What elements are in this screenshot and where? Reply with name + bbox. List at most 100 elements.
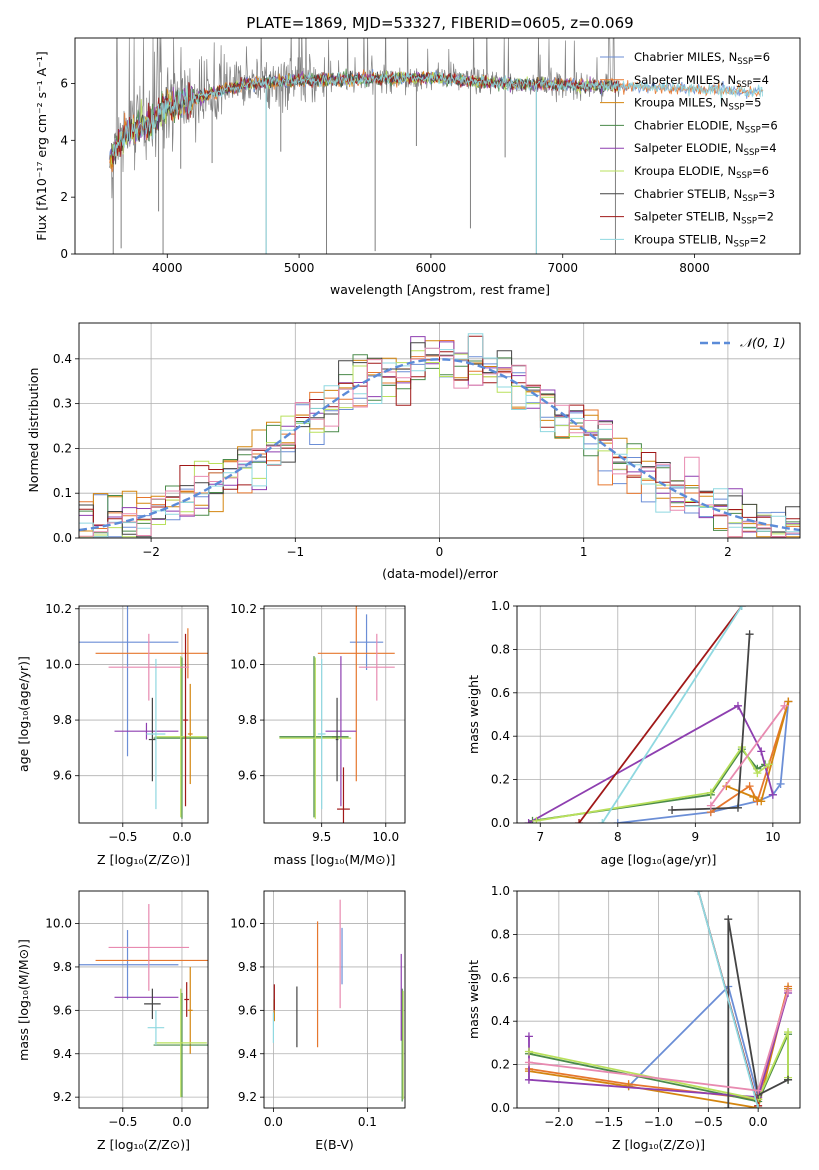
y-tick-label: 0.8: [491, 642, 510, 656]
axes-spectrum: 4000 5000 6000 7000 8000 0 2 4 6 wavelength [Angs…: [34, 37, 801, 297]
axes-weight_vs_age: 7 8 9 10 0.0 0.2 0.4 0.6 0.8 1.0 age [log₁₀(age/yr…: [466, 599, 801, 867]
legend-label: Chabrier ELODIE, N: [634, 118, 745, 132]
weight-marker: [524, 819, 533, 823]
x-tick-label: 0.1: [358, 1115, 377, 1129]
weight-series-line: [532, 747, 766, 822]
legend-tail: =2: [757, 210, 774, 224]
plot-area: [264, 606, 405, 823]
x-tick-label: 2: [724, 545, 732, 559]
y-tick-label: 9.6: [53, 1003, 72, 1017]
x-axis-label: Z [log₁₀(Z/Z⊙)]: [97, 1137, 190, 1152]
axes-residuals: −2 −1 0 1 2 0.0 0.1 0.2 0.3 0.4 𝒩(0, 1) (data-model…: [26, 322, 801, 581]
weight-marker: [745, 782, 754, 791]
legend-entry: Salpeter MILES, NSSP=4: [634, 73, 769, 90]
weight-marker: [757, 797, 766, 806]
x-tick-label: 7: [536, 830, 544, 844]
x-tick-label: 4000: [152, 261, 183, 275]
axes-frame: [516, 890, 801, 1109]
axes-frame: [78, 605, 209, 824]
weight-marker: [706, 801, 715, 810]
legend-label: Salpeter STELIB, N: [634, 210, 741, 224]
weight-series-line: [528, 992, 789, 1099]
y-tick-label: 10.0: [230, 657, 257, 671]
weight-marker: [575, 819, 584, 823]
x-tick-label: 0.0: [749, 1115, 768, 1129]
y-tick-label: 0: [60, 247, 68, 261]
legend-entry: Chabrier ELODIE, NSSP=6: [634, 118, 778, 135]
y-tick-label: 9.8: [238, 713, 257, 727]
y-tick-label: 9.4: [53, 1047, 72, 1061]
y-tick-label: 9.2: [238, 1090, 257, 1104]
legend-tail: =4: [760, 141, 777, 155]
x-tick-label: 8: [614, 830, 622, 844]
weight-marker: [749, 792, 758, 801]
x-axis-label: E(B-V): [315, 1137, 354, 1152]
figure-title: PLATE=1869, MJD=53327, FIBERID=0605, z=0…: [246, 14, 633, 32]
x-tick-label: 7000: [547, 261, 578, 275]
weight-marker: [524, 1047, 533, 1056]
y-tick-label: 0.0: [491, 816, 510, 830]
axes-frame: [74, 37, 801, 255]
weight-marker: [780, 701, 789, 710]
weight-series-line: [710, 705, 786, 807]
legend-sub: SSP: [736, 80, 752, 90]
weight-marker: [754, 1104, 763, 1108]
y-axis-label: mass weight: [466, 675, 481, 754]
axes-frame: [516, 605, 801, 824]
legend-label: Salpeter ELODIE, N: [634, 141, 744, 155]
legend-entry: Chabrier MILES, NSSP=6: [634, 50, 770, 67]
weight-marker: [598, 819, 607, 823]
weight-marker: [764, 760, 773, 769]
y-tick-label: 9.2: [53, 1090, 72, 1104]
plot-area: [264, 891, 405, 1108]
legend-sub: SSP: [741, 217, 757, 227]
y-tick-label: 0.4: [491, 1014, 510, 1028]
y-tick-label: 6: [60, 76, 68, 90]
y-axis-label: age [log₁₀(age/yr)]: [16, 656, 31, 772]
legend-sub: SSP: [736, 171, 752, 181]
legend-entry: Kroupa MILES, NSSP=5: [634, 96, 761, 113]
y-tick-label: 10.2: [230, 602, 257, 616]
x-axis-label: mass [log₁₀(M/M⊙)]: [274, 852, 396, 867]
y-tick-label: 2: [60, 190, 68, 204]
weight-marker: [733, 701, 742, 710]
axes-mass_vs_EBV: 0.0 0.1 9.2 9.4 9.6 9.8 10.0 E(B-V): [230, 890, 406, 1152]
weight-marker: [532, 816, 541, 823]
weight-series-line: [617, 701, 790, 823]
y-tick-label: 9.6: [238, 1003, 257, 1017]
axes-frame: [78, 890, 209, 1109]
weight-marker: [776, 779, 785, 788]
weight-series-line: [672, 634, 751, 811]
legend-label: Kroupa STELIB, N: [634, 232, 734, 246]
y-tick-label: 10.0: [230, 917, 257, 931]
weight-series-line: [528, 1031, 789, 1101]
axes-frame: [263, 605, 406, 824]
y-tick-label: 9.4: [238, 1047, 257, 1061]
weight-marker: [754, 1086, 763, 1095]
legend-label: Chabrier STELIB, N: [634, 187, 742, 201]
legend: Chabrier MILES, NSSP=6 Salpeter MILES, NS…: [600, 50, 778, 249]
legend-sub: SSP: [744, 148, 760, 158]
x-tick-label: −2.0: [544, 1115, 573, 1129]
legend-tail: =3: [758, 187, 775, 201]
plot-area: [79, 323, 800, 538]
legend-sub: SSP: [742, 194, 758, 204]
y-tick-label: 10.0: [45, 917, 72, 931]
plot-area: [108, 38, 764, 254]
x-axis-label: (data-model)/error: [382, 566, 499, 581]
legend-sub: SSP: [734, 239, 750, 249]
x-tick-label: 0.0: [172, 830, 191, 844]
weight-marker: [724, 915, 733, 924]
y-tick-label: 0.0: [491, 1101, 510, 1115]
legend-tail: =2: [749, 232, 766, 246]
legend-label: Chabrier MILES, N: [634, 50, 737, 64]
x-axis-label: age [log₁₀(age/yr)]: [601, 852, 717, 867]
x-tick-label: 9: [692, 830, 700, 844]
weight-series-line: [727, 919, 789, 1108]
x-tick-label: 5000: [284, 261, 315, 275]
legend-entry: Salpeter STELIB, NSSP=2: [634, 210, 774, 227]
x-tick-label: −0.5: [108, 830, 137, 844]
weight-marker: [694, 891, 703, 895]
residual-histogram: [79, 340, 800, 538]
